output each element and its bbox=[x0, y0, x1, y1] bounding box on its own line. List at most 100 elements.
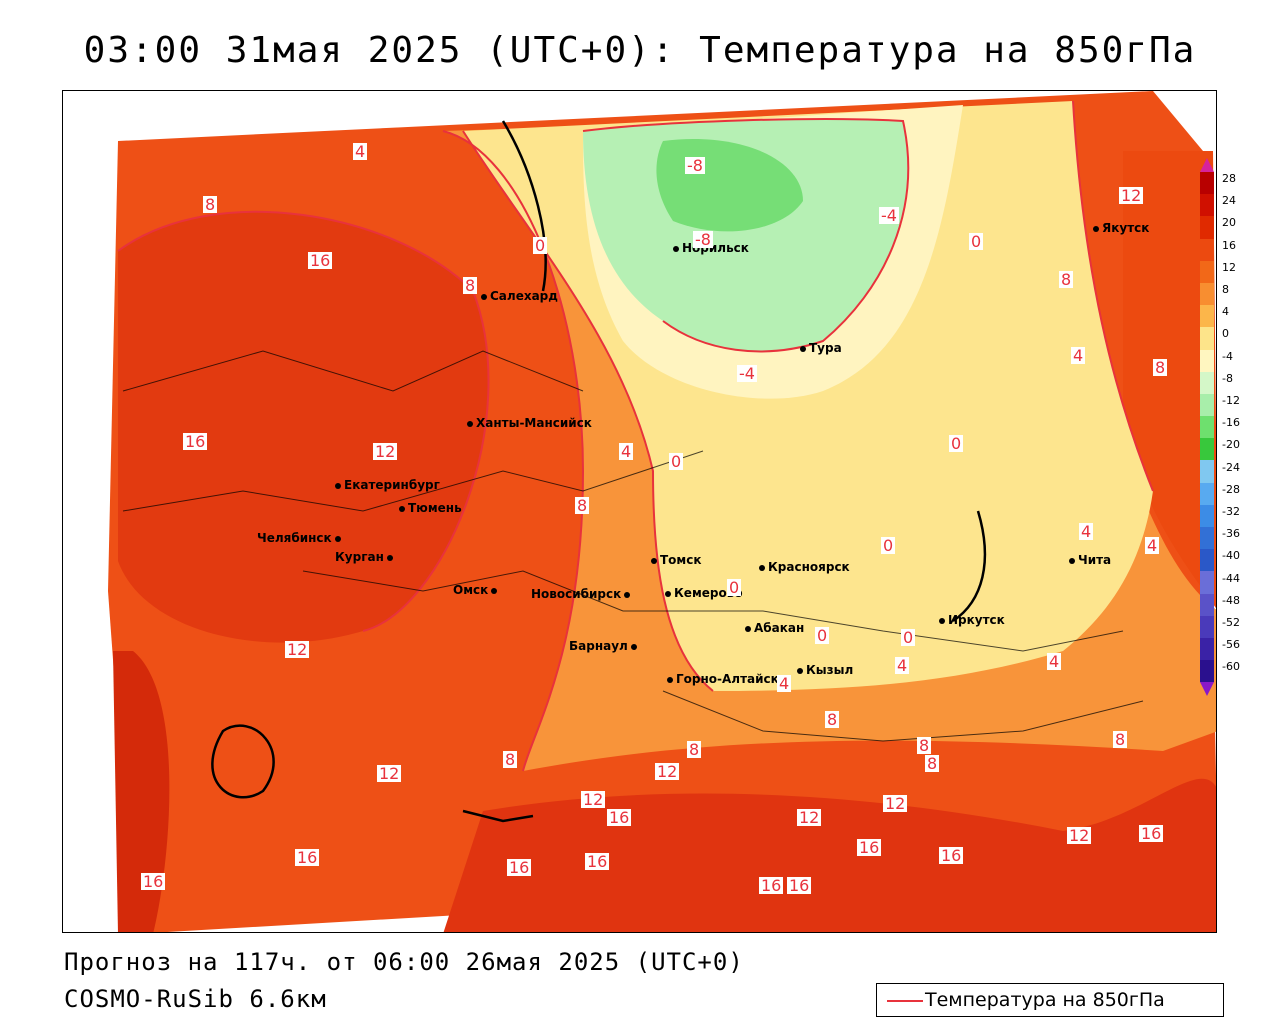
contour-label: 16 bbox=[507, 858, 532, 877]
colorbar-segment bbox=[1200, 504, 1214, 527]
city-kyzyl: Кызыл bbox=[797, 663, 853, 677]
colorbar-label: 4 bbox=[1222, 305, 1229, 319]
colorbar-label: -44 bbox=[1222, 571, 1240, 585]
colorbar-label: -56 bbox=[1222, 638, 1240, 652]
colorbar-segment bbox=[1200, 349, 1214, 372]
contour-label: 16 bbox=[1139, 824, 1164, 843]
colorbar-segment bbox=[1200, 305, 1214, 328]
contour-label: 0 bbox=[669, 452, 684, 471]
colorbar-label: -28 bbox=[1222, 482, 1240, 496]
city-yekaterinburg: Екатеринбург bbox=[335, 478, 440, 492]
colorbar-label: 8 bbox=[1222, 283, 1229, 296]
colorbar bbox=[1200, 158, 1218, 697]
colorbar-label: 12 bbox=[1222, 260, 1236, 274]
colorbar-top-arrow bbox=[1200, 158, 1214, 172]
colorbar-label: 0 bbox=[1222, 327, 1229, 341]
contour-label: 4 bbox=[353, 142, 368, 161]
contour-label: 8 bbox=[203, 195, 218, 214]
contour-label: 0 bbox=[881, 536, 896, 555]
contour-label: 16 bbox=[141, 872, 166, 891]
city-novosibirsk: Новосибирск bbox=[531, 587, 633, 601]
city-chita: Чита bbox=[1069, 553, 1111, 567]
contour-label: 0 bbox=[949, 434, 964, 453]
colorbar-label: 24 bbox=[1222, 194, 1236, 208]
colorbar-segment bbox=[1200, 393, 1214, 417]
contour-label: 12 bbox=[285, 640, 310, 659]
contour-label: -4 bbox=[879, 206, 899, 225]
colorbar-segment bbox=[1200, 615, 1214, 638]
colorbar-label: -36 bbox=[1222, 527, 1240, 541]
contour-label: 16 bbox=[857, 838, 882, 857]
model-name: COSMO-RuSib 6.6км bbox=[64, 985, 327, 1013]
contour-label: 0 bbox=[901, 628, 916, 647]
colorbar-label: 28 bbox=[1222, 172, 1236, 185]
contour-label: 0 bbox=[815, 626, 830, 645]
city-kurgan: Курган bbox=[335, 550, 396, 564]
contour-label: 8 bbox=[687, 740, 702, 759]
contour-label: 4 bbox=[1079, 522, 1094, 541]
city-krasnoyarsk: Красноярск bbox=[759, 560, 850, 574]
hot-core-west bbox=[118, 211, 489, 643]
contour-label: -8 bbox=[693, 230, 713, 249]
contour-label: 16 bbox=[607, 808, 632, 827]
city-chelyabinsk: Челябинск bbox=[257, 531, 344, 545]
contour-label: -4 bbox=[737, 364, 757, 383]
contour-label: 8 bbox=[1059, 270, 1074, 289]
contour-label: 0 bbox=[727, 578, 742, 597]
contour-label: 12 bbox=[373, 442, 398, 461]
contour-label: 4 bbox=[895, 656, 910, 675]
colorbar-label: -20 bbox=[1222, 438, 1240, 452]
city-tyumen: Тюмень bbox=[399, 501, 462, 515]
legend-line bbox=[887, 1000, 923, 1002]
contour-label: 8 bbox=[575, 496, 590, 515]
contour-label: 4 bbox=[777, 674, 792, 693]
colorbar-label: -48 bbox=[1222, 593, 1240, 607]
contour-label: 4 bbox=[1071, 346, 1086, 365]
colorbar-segment bbox=[1200, 371, 1214, 394]
caspian-outline bbox=[211, 724, 275, 799]
contour-label: -8 bbox=[685, 156, 705, 175]
contour-label: 16 bbox=[585, 852, 610, 871]
colorbar-segment bbox=[1200, 571, 1214, 594]
contour-label: 8 bbox=[825, 710, 840, 729]
contour-label: 12 bbox=[883, 794, 908, 813]
contour-label: 8 bbox=[925, 754, 940, 773]
contour-label: 12 bbox=[377, 764, 402, 783]
colorbar-label: -52 bbox=[1222, 616, 1240, 629]
colorbar-bottom-arrow bbox=[1200, 682, 1214, 697]
colorbar-label: -12 bbox=[1222, 394, 1240, 407]
colorbar-segment bbox=[1200, 194, 1214, 217]
city-barnaul: Барнаул bbox=[569, 639, 640, 653]
contour-label: 16 bbox=[308, 251, 333, 270]
hot-south bbox=[443, 778, 1216, 932]
colorbar-label: 16 bbox=[1222, 238, 1236, 252]
contour-label: 8 bbox=[917, 736, 932, 755]
city-tomsk: Томск bbox=[651, 553, 702, 567]
contour-label: 0 bbox=[533, 236, 548, 255]
forecast-info: Прогноз на 117ч. от 06:00 26мая 2025 (UT… bbox=[64, 948, 744, 976]
colorbar-segment bbox=[1200, 416, 1214, 439]
contour-label: 12 bbox=[655, 762, 680, 781]
colorbar-segment bbox=[1200, 527, 1214, 550]
city-yakutsk: Якутск bbox=[1093, 221, 1149, 235]
colorbar-segment bbox=[1200, 660, 1214, 683]
colorbar-segment bbox=[1200, 172, 1214, 195]
contour-label: 8 bbox=[503, 750, 518, 769]
colorbar-label: -16 bbox=[1222, 416, 1240, 430]
colorbar-segment bbox=[1200, 593, 1214, 616]
colorbar-label: -8 bbox=[1222, 371, 1233, 385]
contour-label: 16 bbox=[295, 848, 320, 867]
map-title: 03:00 31мая 2025 (UTC+0): Температура на… bbox=[83, 30, 1197, 71]
colorbar-label: -40 bbox=[1222, 549, 1240, 563]
contour-label: 4 bbox=[1047, 652, 1062, 671]
city-irkutsk: Иркутск bbox=[939, 613, 1005, 627]
colorbar-segment bbox=[1200, 238, 1214, 261]
city-tura: Тура bbox=[800, 341, 842, 355]
contour-label: 0 bbox=[969, 232, 984, 251]
colorbar-label: -60 bbox=[1222, 660, 1240, 674]
contour-label: 4 bbox=[1145, 536, 1160, 555]
baikal-outline bbox=[952, 510, 987, 623]
contour-label: 12 bbox=[581, 790, 606, 809]
colorbar-segment bbox=[1200, 482, 1214, 505]
colorbar-segment bbox=[1200, 549, 1214, 572]
